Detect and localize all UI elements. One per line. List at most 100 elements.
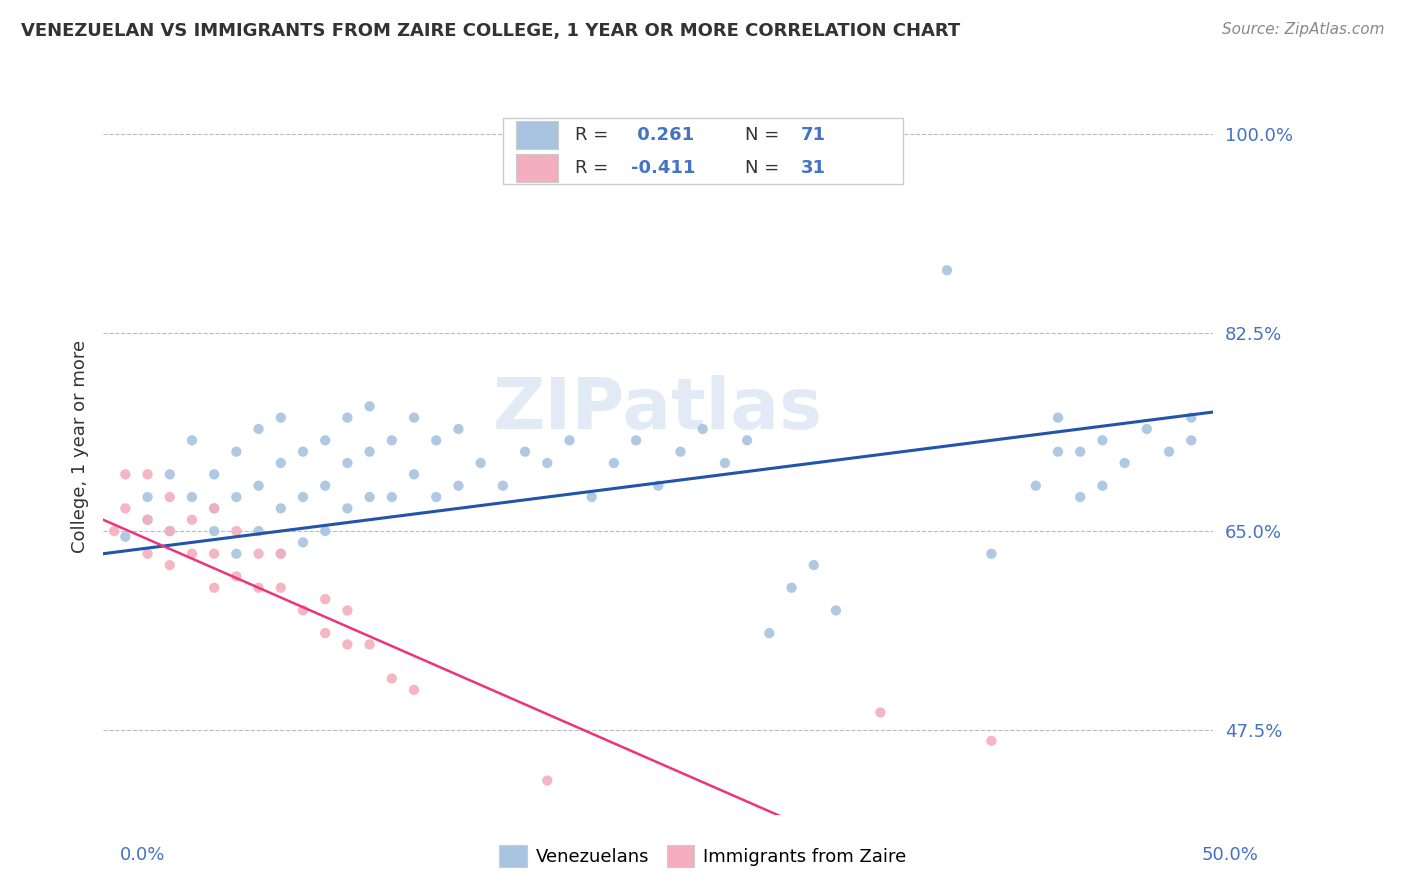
Point xyxy=(270,547,292,561)
Point xyxy=(603,456,626,470)
Point xyxy=(336,410,359,425)
Point xyxy=(492,478,515,492)
Point xyxy=(202,501,225,516)
Point xyxy=(336,456,359,470)
Point xyxy=(1091,434,1114,448)
Point xyxy=(159,490,181,504)
Point xyxy=(136,490,159,504)
Point xyxy=(247,581,270,595)
Point xyxy=(291,444,314,458)
Point xyxy=(536,773,558,788)
Point xyxy=(181,434,204,448)
Point xyxy=(202,501,225,516)
FancyBboxPatch shape xyxy=(516,120,558,149)
Point xyxy=(136,467,159,482)
Point xyxy=(336,603,359,617)
Text: 50.0%: 50.0% xyxy=(1202,846,1258,863)
Point xyxy=(159,524,181,538)
Legend: Venezuelans, Immigrants from Zaire: Venezuelans, Immigrants from Zaire xyxy=(492,838,914,874)
Point xyxy=(336,637,359,651)
Text: -0.411: -0.411 xyxy=(630,159,695,177)
Text: 0.0%: 0.0% xyxy=(120,846,165,863)
Point xyxy=(780,581,803,595)
Point xyxy=(314,524,336,538)
Text: 31: 31 xyxy=(800,159,825,177)
Point xyxy=(1180,410,1202,425)
Point xyxy=(513,444,536,458)
Point xyxy=(669,444,692,458)
Point xyxy=(181,490,204,504)
Point xyxy=(980,734,1002,748)
Point xyxy=(402,467,425,482)
Point xyxy=(159,524,181,538)
Point xyxy=(869,706,891,720)
Point xyxy=(1047,444,1070,458)
Point xyxy=(136,547,159,561)
Point xyxy=(225,524,247,538)
Point xyxy=(270,547,292,561)
Text: R =: R = xyxy=(575,126,614,144)
Point xyxy=(336,501,359,516)
Point xyxy=(1069,444,1091,458)
Point xyxy=(402,682,425,697)
Point xyxy=(270,456,292,470)
Point xyxy=(359,637,381,651)
Point xyxy=(247,478,270,492)
Text: ZIPatlas: ZIPatlas xyxy=(494,375,824,443)
Point xyxy=(291,490,314,504)
Point xyxy=(202,547,225,561)
Text: R =: R = xyxy=(575,159,614,177)
Point xyxy=(558,434,581,448)
Point xyxy=(447,422,470,436)
Point xyxy=(247,422,270,436)
Point xyxy=(202,524,225,538)
Text: VENEZUELAN VS IMMIGRANTS FROM ZAIRE COLLEGE, 1 YEAR OR MORE CORRELATION CHART: VENEZUELAN VS IMMIGRANTS FROM ZAIRE COLL… xyxy=(21,22,960,40)
Point xyxy=(359,444,381,458)
Point xyxy=(181,513,204,527)
Point xyxy=(291,535,314,549)
Text: N =: N = xyxy=(745,126,785,144)
FancyBboxPatch shape xyxy=(516,153,558,182)
Point xyxy=(314,626,336,640)
Point xyxy=(1180,434,1202,448)
Point xyxy=(359,490,381,504)
Point xyxy=(225,444,247,458)
Point xyxy=(1136,422,1159,436)
Point xyxy=(825,603,848,617)
Point xyxy=(314,434,336,448)
Point xyxy=(647,478,669,492)
Point xyxy=(1114,456,1136,470)
Point xyxy=(314,478,336,492)
Point xyxy=(314,592,336,607)
Point xyxy=(447,478,470,492)
Point xyxy=(359,400,381,414)
Point xyxy=(1025,478,1047,492)
Point xyxy=(536,456,558,470)
Point xyxy=(270,501,292,516)
Point xyxy=(159,467,181,482)
Point xyxy=(714,456,737,470)
Point xyxy=(270,581,292,595)
Point xyxy=(980,547,1002,561)
Point xyxy=(225,569,247,583)
Point xyxy=(270,410,292,425)
Point xyxy=(225,547,247,561)
Point xyxy=(247,547,270,561)
Point xyxy=(803,558,825,572)
Point xyxy=(425,434,447,448)
Text: N =: N = xyxy=(745,159,785,177)
Point xyxy=(624,434,647,448)
Point xyxy=(202,581,225,595)
Point xyxy=(470,456,492,470)
Point xyxy=(291,603,314,617)
Text: 0.261: 0.261 xyxy=(630,126,693,144)
Point xyxy=(381,490,404,504)
FancyBboxPatch shape xyxy=(503,118,903,185)
Point xyxy=(402,410,425,425)
Point xyxy=(758,626,780,640)
Point xyxy=(936,263,959,277)
Point xyxy=(425,490,447,504)
Point xyxy=(136,513,159,527)
Point xyxy=(1157,444,1180,458)
Point xyxy=(247,524,270,538)
